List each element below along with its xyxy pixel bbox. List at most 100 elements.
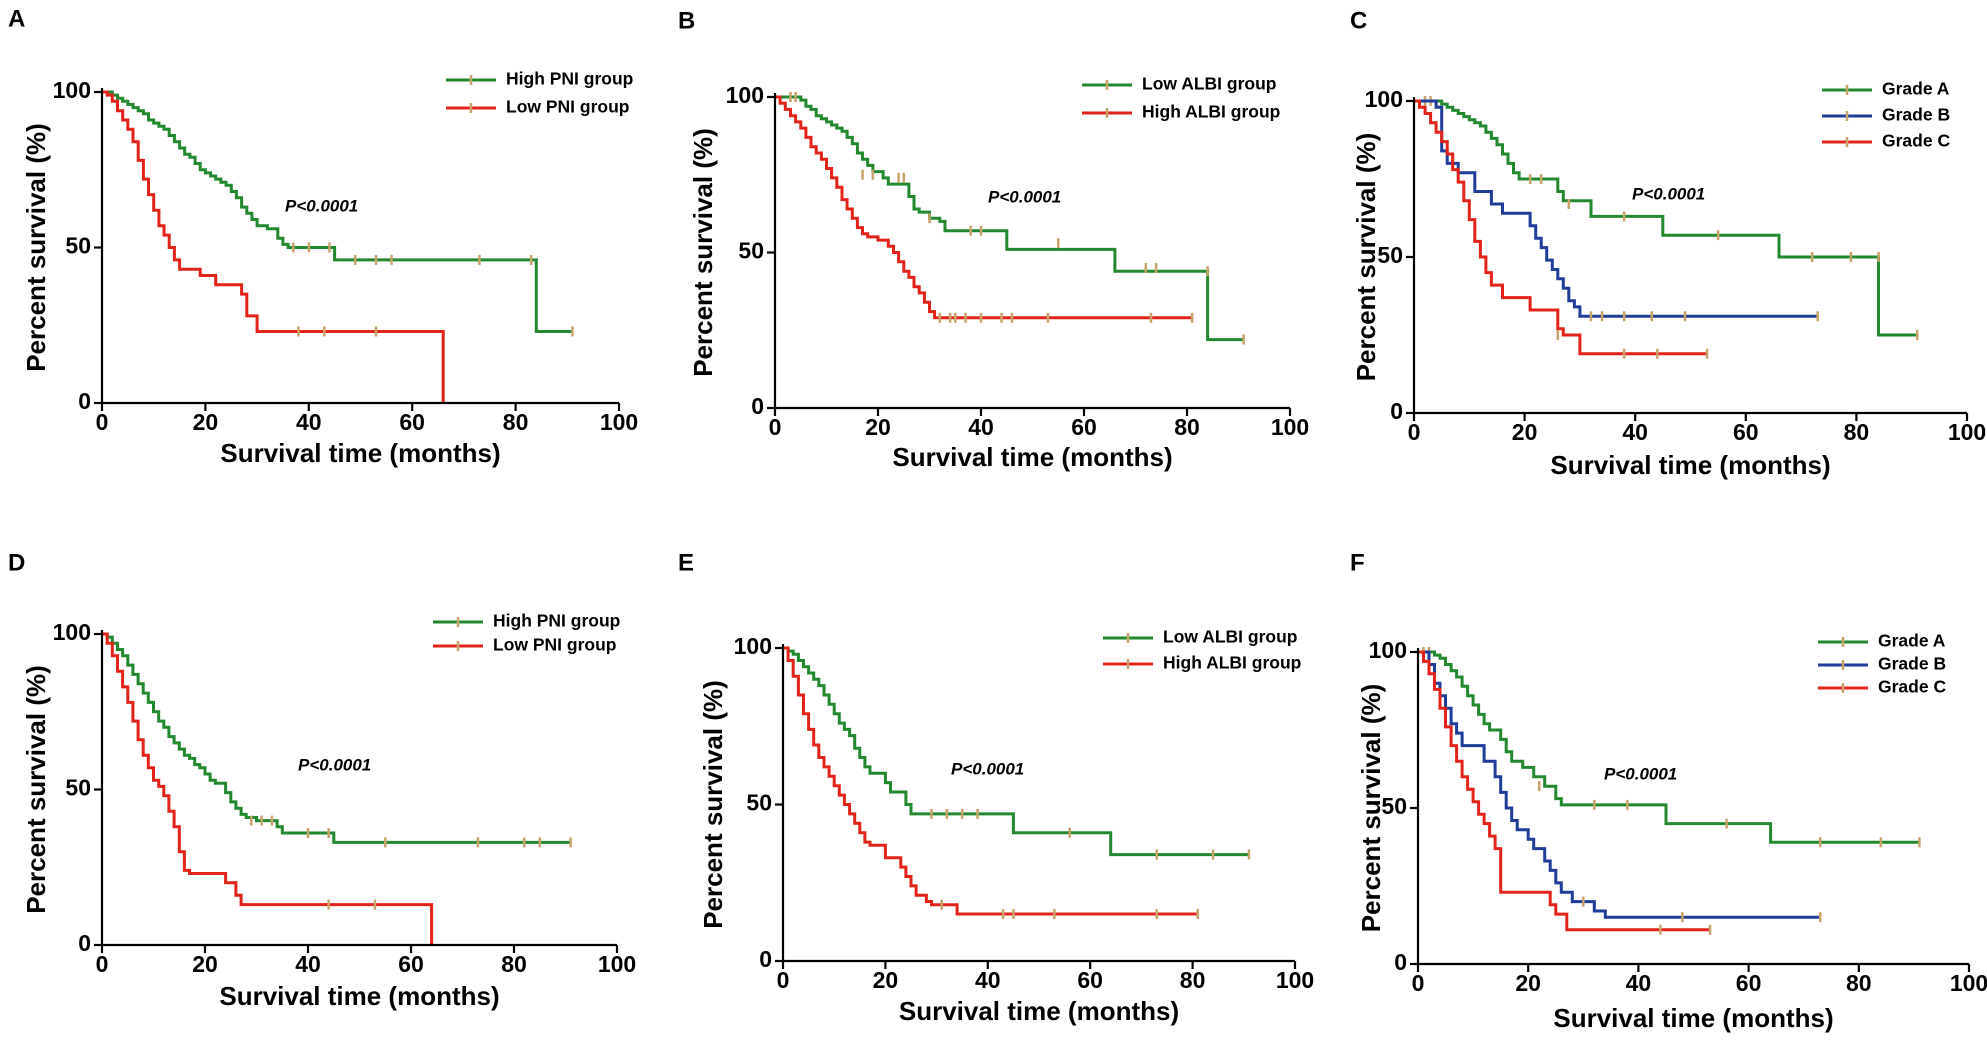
legend-label-d-2: Low PNI group: [493, 635, 616, 655]
y-tick-label-e-0: 0: [759, 946, 772, 972]
legend-label-f-2: Grade B: [1878, 654, 1946, 674]
legend-label-a-1: High PNI group: [506, 69, 633, 89]
y-tick-label-a-0: 0: [78, 388, 91, 414]
legend-label-c-2: Grade B: [1882, 105, 1950, 125]
x-tick-label-f-20: 20: [1515, 970, 1541, 996]
x-tick-label-a-60: 60: [399, 409, 425, 435]
km-curve-b-1: [775, 95, 1244, 342]
legend-label-b-2: High ALBI group: [1142, 102, 1280, 122]
y-axis-title-b: Percent survival (%): [688, 128, 718, 377]
panel-letter-c: C: [1350, 7, 1367, 34]
p-value-label-b: P<0.0001: [988, 187, 1061, 206]
y-tick-label-a-100: 100: [53, 77, 91, 103]
panel-letter-a: A: [8, 5, 25, 32]
x-tick-label-a-40: 40: [296, 409, 322, 435]
km-curve-b-2: [775, 95, 1193, 320]
y-tick-label-e-100: 100: [734, 633, 772, 659]
x-tick-label-c-20: 20: [1512, 419, 1538, 445]
y-tick-label-d-0: 0: [78, 930, 91, 956]
y-tick-label-c-100: 100: [1365, 86, 1403, 112]
x-tick-label-a-20: 20: [193, 409, 219, 435]
km-curve-e-1: [783, 646, 1249, 857]
legend-label-c-3: Grade C: [1882, 131, 1950, 151]
x-tick-label-b-0: 0: [769, 414, 782, 440]
x-tick-label-d-100: 100: [598, 951, 636, 977]
x-tick-label-c-80: 80: [1844, 419, 1870, 445]
p-value-label-f: P<0.0001: [1604, 764, 1677, 783]
y-tick-label-b-0: 0: [751, 393, 764, 419]
x-tick-label-f-40: 40: [1626, 970, 1652, 996]
x-tick-label-b-100: 100: [1271, 414, 1309, 440]
x-tick-label-b-20: 20: [865, 414, 891, 440]
y-axis-title-e: Percent survival (%): [698, 680, 728, 929]
legend-label-f-1: Grade A: [1878, 631, 1946, 651]
km-curve-f-1: [1418, 650, 1920, 844]
legend-label-a-2: Low PNI group: [506, 97, 629, 117]
p-value-label-a: P<0.0001: [285, 196, 358, 215]
y-tick-label-b-100: 100: [726, 82, 764, 108]
x-axis-title-e: Survival time (months): [899, 996, 1179, 1026]
legend-label-d-1: High PNI group: [493, 611, 620, 631]
x-tick-label-e-20: 20: [873, 967, 899, 993]
x-tick-label-a-80: 80: [503, 409, 529, 435]
x-tick-label-c-60: 60: [1733, 419, 1759, 445]
x-tick-label-e-80: 80: [1180, 967, 1206, 993]
km-curve-c-3: [1414, 99, 1708, 356]
x-tick-label-e-40: 40: [975, 967, 1001, 993]
x-tick-label-e-60: 60: [1077, 967, 1103, 993]
legend-label-e-2: High ALBI group: [1163, 653, 1301, 673]
y-tick-label-a-50: 50: [65, 233, 91, 259]
x-tick-label-f-100: 100: [1950, 970, 1987, 996]
km-curve-d-2: [102, 632, 434, 945]
y-tick-label-c-50: 50: [1377, 242, 1403, 268]
km-curve-d-1: [102, 632, 571, 844]
x-tick-label-b-80: 80: [1174, 414, 1200, 440]
km-curve-c-2: [1414, 99, 1818, 318]
x-axis-title-f: Survival time (months): [1553, 1003, 1833, 1033]
x-tick-label-d-0: 0: [96, 951, 109, 977]
y-axis-title-c: Percent survival (%): [1351, 133, 1381, 382]
panel-letter-b: B: [678, 7, 695, 34]
x-tick-label-d-20: 20: [192, 951, 218, 977]
x-tick-label-d-40: 40: [295, 951, 321, 977]
km-curve-c-1: [1414, 99, 1918, 337]
x-tick-label-d-80: 80: [501, 951, 527, 977]
x-tick-label-f-80: 80: [1846, 970, 1872, 996]
x-tick-label-f-60: 60: [1736, 970, 1762, 996]
x-tick-label-a-0: 0: [96, 409, 109, 435]
y-tick-label-f-0: 0: [1394, 949, 1407, 975]
x-tick-label-f-0: 0: [1412, 970, 1425, 996]
panel-letter-f: F: [1350, 549, 1365, 576]
km-curve-a-2: [102, 90, 445, 403]
x-tick-label-d-60: 60: [398, 951, 424, 977]
y-tick-label-f-50: 50: [1381, 793, 1407, 819]
x-tick-label-e-0: 0: [777, 967, 790, 993]
y-axis-title-f: Percent survival (%): [1356, 684, 1386, 933]
x-tick-label-c-40: 40: [1622, 419, 1648, 445]
x-tick-label-a-100: 100: [600, 409, 638, 435]
legend-label-f-3: Grade C: [1878, 677, 1946, 697]
x-axis-title-a: Survival time (months): [220, 438, 500, 468]
y-tick-label-c-0: 0: [1390, 398, 1403, 424]
x-axis-title-c: Survival time (months): [1550, 450, 1830, 480]
km-curve-f-2: [1418, 650, 1821, 919]
y-tick-label-d-100: 100: [53, 619, 91, 645]
km-curve-f-3: [1418, 650, 1710, 932]
y-tick-label-b-50: 50: [738, 238, 764, 264]
y-axis-title-d: Percent survival (%): [21, 665, 51, 914]
legend-label-c-1: Grade A: [1882, 79, 1950, 99]
y-axis-title-a: Percent survival (%): [21, 123, 51, 372]
x-axis-title-d: Survival time (months): [219, 981, 499, 1011]
p-value-label-e: P<0.0001: [951, 759, 1024, 778]
km-curve-a-1: [102, 90, 573, 333]
x-tick-label-e-100: 100: [1276, 967, 1314, 993]
x-tick-label-b-40: 40: [968, 414, 994, 440]
x-tick-label-b-60: 60: [1071, 414, 1097, 440]
p-value-label-d: P<0.0001: [298, 755, 371, 774]
x-tick-label-c-0: 0: [1408, 419, 1421, 445]
p-value-label-c: P<0.0001: [1632, 184, 1705, 203]
legend-label-e-1: Low ALBI group: [1163, 627, 1297, 647]
y-tick-label-f-100: 100: [1369, 637, 1407, 663]
legend-label-b-1: Low ALBI group: [1142, 74, 1276, 94]
